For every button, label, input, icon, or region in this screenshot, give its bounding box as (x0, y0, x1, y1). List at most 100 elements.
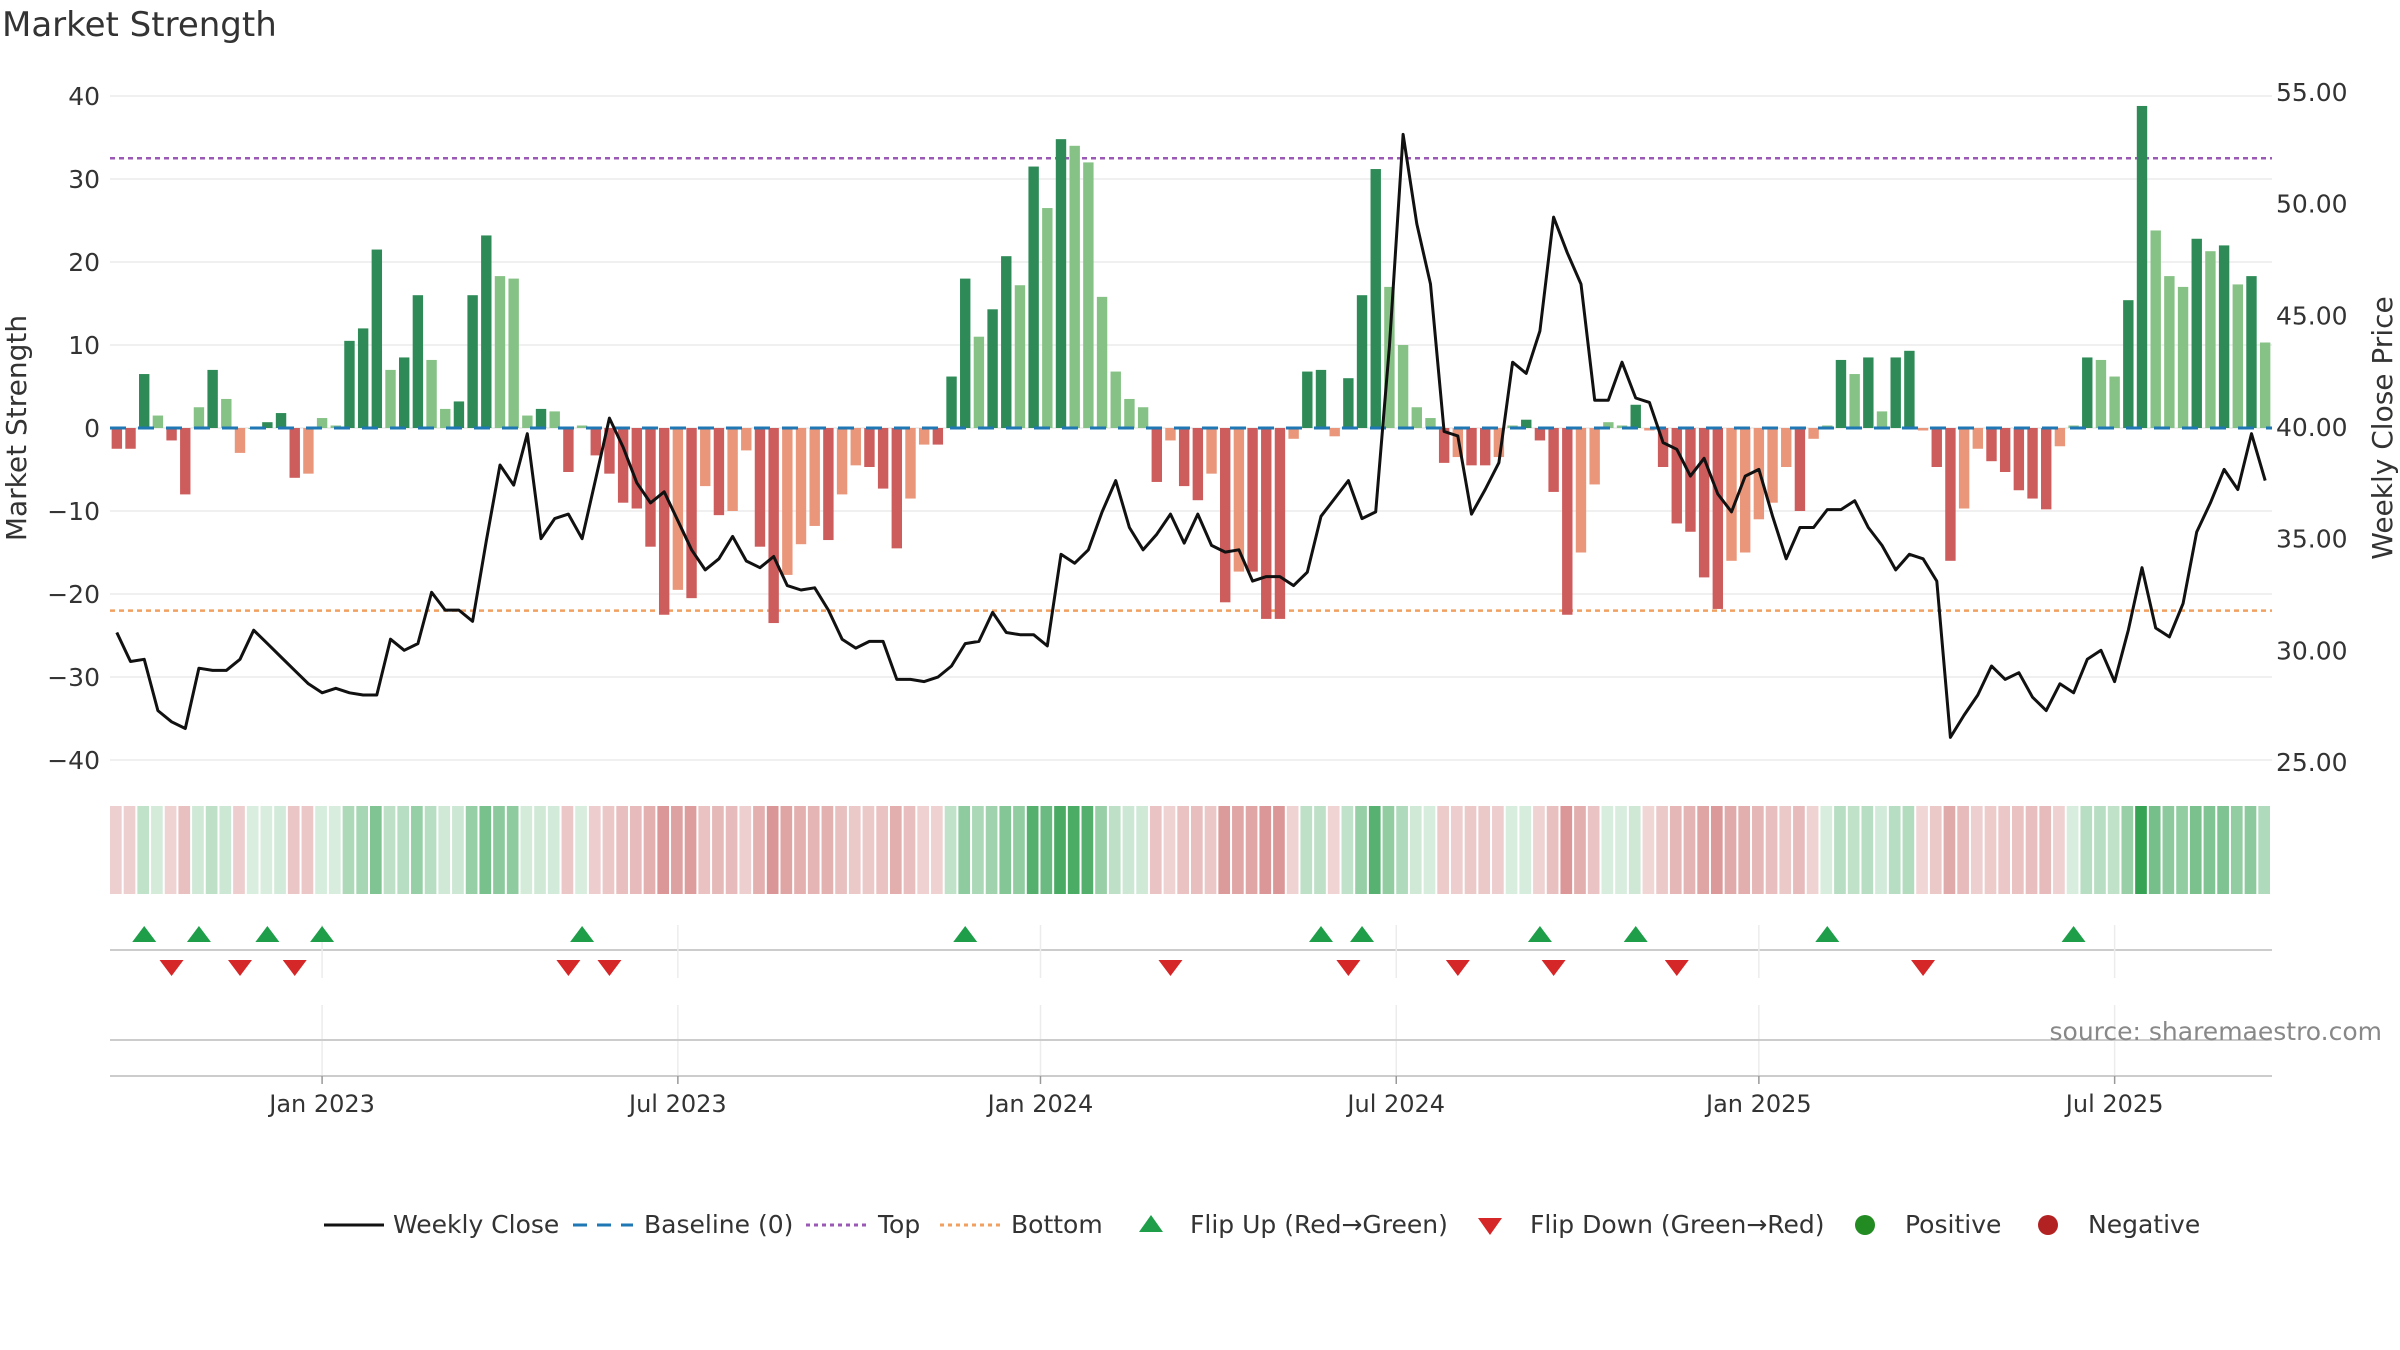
strength-strip-cell (1806, 806, 1819, 894)
strength-strip-cell (561, 806, 574, 894)
strength-bar (1712, 428, 1724, 609)
legend-positive: Positive (1905, 1210, 2001, 1239)
flip-up-marker (953, 926, 978, 942)
strength-bar (234, 428, 246, 453)
flip-down-marker (1158, 960, 1183, 976)
strength-bar (316, 418, 328, 428)
strength-bar (1028, 166, 1039, 429)
strength-bar (823, 428, 834, 541)
weekly-close-series (115, 132, 2267, 739)
strength-strip-cell (1875, 806, 1887, 894)
strength-strip-cell (1765, 806, 1778, 894)
strength-strip-cell (1929, 806, 1942, 894)
strength-heat-strip (110, 806, 2270, 894)
strength-bar (1781, 428, 1792, 468)
strength-strip-cell (2230, 806, 2243, 894)
strength-strip-cell (2121, 806, 2134, 894)
strength-bar (1261, 428, 1272, 619)
strength-strip-cell (1067, 806, 1080, 894)
y-tick-label: 0 (84, 414, 100, 443)
strength-strip-cell (356, 806, 368, 894)
strength-bar (426, 359, 437, 428)
strength-strip-cell (1314, 806, 1326, 894)
strength-bar (576, 425, 588, 428)
strength-strip-cell (2012, 806, 2024, 894)
strength-bar (1288, 428, 1299, 439)
strength-bar (166, 428, 177, 441)
strength-bar (932, 428, 944, 445)
strength-strip-cell (1464, 806, 1477, 894)
strength-strip-cell (1533, 806, 1545, 894)
reference-lines (110, 157, 2272, 612)
flip-up-marker (310, 926, 335, 942)
strength-bar (960, 278, 971, 428)
strength-strip-cell (1847, 806, 1860, 894)
flip-up-marker (1527, 926, 1552, 942)
strength-strip-cell (137, 806, 150, 894)
strength-bar (2205, 251, 2216, 428)
strength-strip-cell (1450, 806, 1463, 894)
strength-strip-cell (2080, 806, 2093, 894)
strength-strip-cell (794, 806, 806, 894)
strength-bar (2095, 359, 2107, 428)
flip-up-marker (1623, 926, 1648, 942)
strength-strip-cell (1122, 806, 1135, 894)
strength-strip-cell (2094, 806, 2106, 894)
flip-up-marker (1308, 926, 1333, 942)
strength-strip-cell (1738, 806, 1751, 894)
strength-strip-cell (1478, 806, 1491, 894)
strength-bar (1917, 428, 1929, 431)
strength-strip-cell (917, 806, 930, 894)
strength-strip-cell (1286, 806, 1299, 894)
strength-bar (275, 413, 287, 428)
strength-bar (385, 369, 396, 428)
strength-bar (1945, 428, 1956, 561)
strength-bar (2136, 105, 2148, 429)
strength-bar (1644, 428, 1655, 431)
x-tick-label: Jan 2024 (986, 1090, 1094, 1118)
strength-strip-cell (616, 806, 628, 894)
strength-bar (125, 428, 136, 449)
strength-bar (453, 401, 465, 428)
weekly-close-line (115, 132, 2267, 739)
x-axis-ticks: Jan 2023 Jul 2023 Jan 2024 Jul 2024 Jan 2025… (267, 1076, 2163, 1118)
strength-bar (672, 428, 684, 590)
strength-bar (918, 428, 930, 445)
strength-strip-cell (1505, 806, 1518, 894)
strength-bar (658, 428, 670, 615)
strength-strip-cell (1834, 806, 1846, 894)
strength-bar (494, 276, 506, 428)
legend-flip-up: Flip Up (Red→Green) (1190, 1210, 1448, 1239)
strength-strip-cell (2258, 806, 2270, 894)
strength-strip-cell (1149, 806, 1162, 894)
strength-strip-cell (1355, 806, 1367, 894)
strength-bar (2232, 284, 2243, 428)
strength-bar (1165, 428, 1176, 441)
strength-strip-cell (369, 806, 382, 894)
strength-bar (1958, 428, 1970, 509)
strength-bar (1055, 139, 1067, 428)
strength-strip-cell (465, 806, 478, 894)
strength-strip-cell (1341, 806, 1354, 894)
legend-baseline: Baseline (0) (644, 1210, 793, 1239)
strength-strip-cell (164, 806, 177, 894)
strength-strip-cell (2162, 806, 2175, 894)
strength-strip-cell (2025, 806, 2038, 894)
strength-strip-cell (1601, 806, 1614, 894)
strength-bar (2082, 357, 2093, 428)
strength-strip-cell (876, 806, 888, 894)
strength-strip-cell (1245, 806, 1258, 894)
strength-strip-cell (698, 806, 711, 894)
strength-bar (1124, 398, 1135, 428)
strength-bar (1972, 428, 1984, 449)
strength-strip-cell (1108, 806, 1121, 894)
strength-strip-cell (643, 806, 656, 894)
strength-bar (1151, 428, 1162, 482)
strength-bar (631, 428, 643, 509)
y2-tick-label: 30.00 (2276, 636, 2348, 665)
strength-strip-cell (411, 806, 423, 894)
strength-strip-cell (958, 806, 971, 894)
strength-strip-cell (534, 806, 546, 894)
strength-strip-cell (807, 806, 820, 894)
